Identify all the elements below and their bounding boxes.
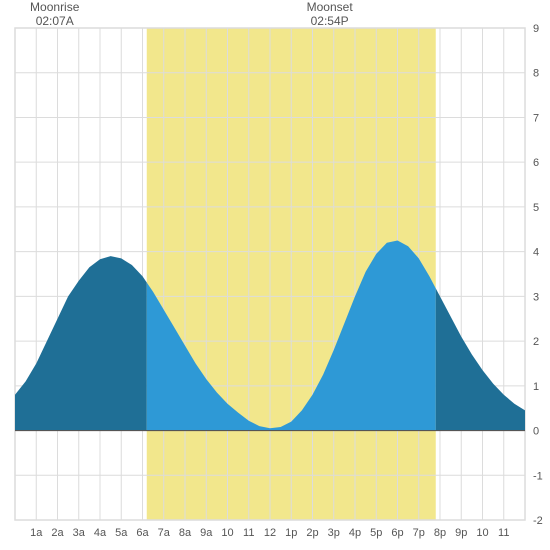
moonrise-label: Moonrise 02:07A xyxy=(30,0,79,29)
x-tick-label: 2a xyxy=(51,527,64,539)
y-tick-label: 9 xyxy=(533,23,539,35)
moonset-time: 02:54P xyxy=(307,14,353,28)
y-tick-label: -1 xyxy=(533,470,543,482)
x-tick-label: 9a xyxy=(200,527,213,539)
x-tick-label: 7p xyxy=(413,527,425,539)
x-tick-label: 3a xyxy=(73,527,86,539)
y-tick-label: 7 xyxy=(533,112,539,124)
x-tick-label: 5a xyxy=(115,527,128,539)
moonset-label: Moonset 02:54P xyxy=(307,0,353,29)
x-tick-label: 3p xyxy=(328,527,340,539)
x-tick-label: 9p xyxy=(455,527,467,539)
x-tick-label: 7a xyxy=(158,527,171,539)
moonset-title: Moonset xyxy=(307,0,353,14)
y-tick-label: 3 xyxy=(533,291,539,303)
x-tick-label: 5p xyxy=(370,527,382,539)
x-tick-label: 11 xyxy=(243,527,254,539)
chart-svg: 1a2a3a4a5a6a7a8a9a1011121p2p3p4p5p6p7p8p… xyxy=(0,0,550,550)
x-tick-label: 8p xyxy=(434,527,446,539)
x-tick-label: 11 xyxy=(498,527,509,539)
x-tick-label: 10 xyxy=(221,527,233,539)
x-tick-label: 4a xyxy=(94,527,107,539)
x-tick-label: 6p xyxy=(391,527,403,539)
moonrise-title: Moonrise xyxy=(30,0,79,14)
x-tick-label: 8a xyxy=(179,527,192,539)
y-tick-label: 5 xyxy=(533,202,539,214)
x-tick-label: 1a xyxy=(30,527,43,539)
x-tick-label: 1p xyxy=(285,527,297,539)
x-axis-labels: 1a 2a 3a 4a 5a 6a 7a 8a 9a 10 11 12 1p 2p 3p 4p 5p 6p 7p 8p… xyxy=(30,527,509,539)
moonrise-time: 02:07A xyxy=(30,14,79,28)
tide-chart: 1a2a3a4a5a6a7a8a9a1011121p2p3p4p5p6p7p8p… xyxy=(0,0,550,550)
y-tick-label: 0 xyxy=(533,426,539,438)
x-tick-label: 12 xyxy=(264,527,276,539)
x-tick-label: 4p xyxy=(349,527,361,539)
x-tick-label: 2p xyxy=(306,527,318,539)
y-tick-label: 1 xyxy=(533,381,539,393)
y-tick-label: -2 xyxy=(533,515,543,527)
y-tick-label: 4 xyxy=(533,247,539,259)
y-tick-label: 8 xyxy=(533,68,539,80)
x-tick-label: 10 xyxy=(476,527,488,539)
y-tick-label: 2 xyxy=(533,336,539,348)
x-tick-label: 6a xyxy=(136,527,149,539)
y-tick-label: 6 xyxy=(533,157,539,169)
